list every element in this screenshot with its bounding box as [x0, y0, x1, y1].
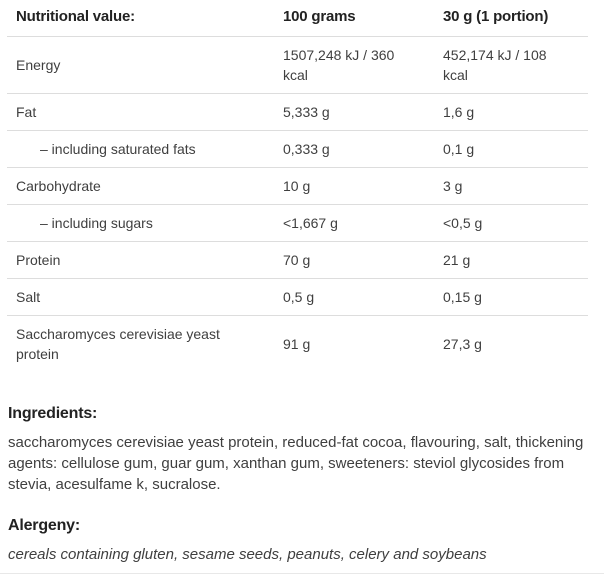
value-per-100g: <1,667 g	[283, 204, 443, 242]
nutrient-label: Salt	[7, 278, 283, 316]
value-per-100g: 5,333 g	[283, 93, 443, 131]
table-row-sugars: – including sugars <1,667 g <0,5 g	[7, 204, 588, 242]
nutrient-label: Protein	[7, 241, 283, 279]
nutrient-label: Energy	[7, 36, 283, 94]
value-per-portion: 3 g	[443, 167, 588, 205]
value-per-portion: <0,5 g	[443, 204, 588, 242]
ingredients-text: saccharomyces cerevisiae yeast protein, …	[8, 434, 584, 493]
header-100-grams: 100 grams	[283, 0, 443, 37]
nutrient-label: Saccharomyces cerevisiae yeast protein	[16, 326, 220, 362]
nutrient-label: Carbohydrate	[7, 167, 283, 205]
value-per-portion: 1,6 g	[443, 93, 588, 131]
header-30g-portion: 30 g (1 portion)	[443, 0, 588, 37]
table-row-energy: Energy 1507,248 kJ / 360 kcal 452,174 kJ…	[7, 36, 588, 94]
header-nutritional-value: Nutritional value:	[7, 0, 283, 37]
allergens-section: Alergeny: cereals containing gluten, ses…	[8, 517, 588, 565]
table-row-saturated-fats: – including saturated fats 0,333 g 0,1 g	[7, 130, 588, 168]
value-per-portion: 21 g	[443, 241, 588, 279]
nutrient-label: – including saturated fats	[7, 130, 283, 168]
ingredients-section: Ingredients: saccharomyces cerevisiae ye…	[8, 405, 588, 495]
value-per-100g: 70 g	[283, 241, 443, 279]
table-row-yeast-protein: Saccharomyces cerevisiae yeast protein 9…	[7, 316, 588, 373]
value-per-100g: 0,333 g	[283, 130, 443, 168]
nutrient-label: Fat	[7, 93, 283, 131]
table-row-fat: Fat 5,333 g 1,6 g	[7, 93, 588, 131]
nutrition-table: Nutritional value: 100 grams 30 g (1 por…	[7, 0, 588, 372]
table-row-salt: Salt 0,5 g 0,15 g	[7, 278, 588, 316]
value-per-portion: 27,3 g	[443, 336, 482, 352]
value-per-100g: 0,5 g	[283, 278, 443, 316]
value-per-portion: 452,174 kJ / 108 kcal	[443, 36, 588, 94]
value-per-portion: 0,1 g	[443, 130, 588, 168]
table-row-carbohydrate: Carbohydrate 10 g 3 g	[7, 167, 588, 205]
value-per-100g: 1507,248 kJ / 360 kcal	[283, 36, 443, 94]
allergens-heading: Alergeny:	[8, 517, 80, 534]
value-per-100g: 91 g	[283, 336, 311, 352]
allergens-text: cereals containing gluten, sesame seeds,…	[8, 546, 487, 563]
value-per-portion: 0,15 g	[443, 278, 588, 316]
ingredients-heading: Ingredients:	[8, 405, 98, 422]
value-per-100g: 10 g	[283, 167, 443, 205]
nutrient-label: – including sugars	[7, 204, 283, 242]
table-row-protein: Protein 70 g 21 g	[7, 241, 588, 279]
table-header-row: Nutritional value: 100 grams 30 g (1 por…	[7, 0, 588, 37]
